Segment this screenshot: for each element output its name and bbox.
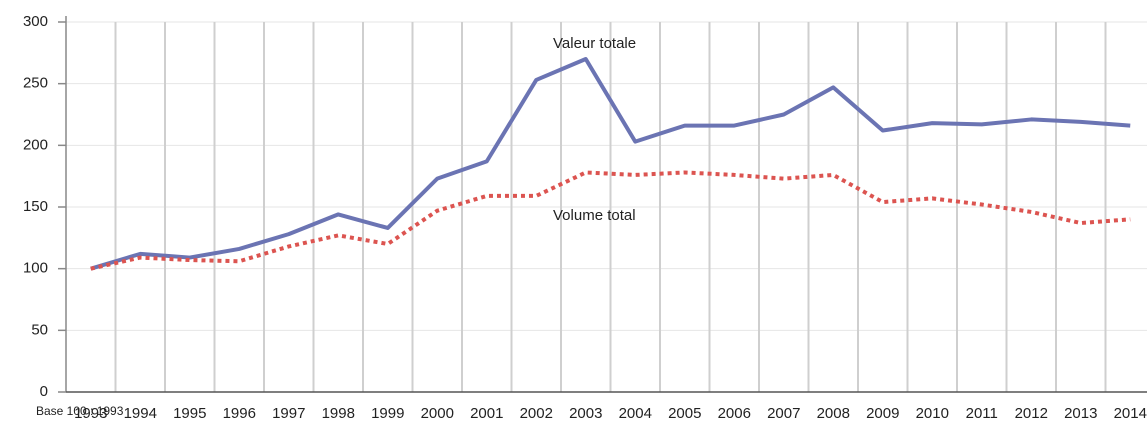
base-note: Base 100 : 1993: [36, 404, 124, 418]
y-tick-label: 50: [31, 321, 48, 338]
x-tick-label: 2006: [718, 405, 751, 422]
x-tick-label: 1996: [223, 405, 256, 422]
x-tick-label: 1993: [74, 405, 107, 422]
y-tick-label: 250: [23, 75, 48, 92]
y-tick-label: 0: [40, 383, 48, 400]
y-tick-label: 150: [23, 198, 48, 215]
y-tick-label: 200: [23, 136, 48, 153]
series-label: Valeur totale: [553, 35, 636, 52]
x-tick-label: 1995: [173, 405, 206, 422]
x-tick-label: 2014: [1114, 405, 1147, 422]
x-tick-label: 2010: [916, 405, 949, 422]
x-tick-label: 2008: [817, 405, 850, 422]
x-tick-label: 2007: [767, 405, 800, 422]
x-tick-label: 2004: [619, 405, 652, 422]
line-series: [90, 57, 1131, 271]
y-tick-label: 300: [23, 13, 48, 30]
x-tick-label: 2002: [520, 405, 553, 422]
x-tick-label: 1998: [322, 405, 355, 422]
x-tick-label: 2005: [668, 405, 701, 422]
x-tick-label: 1999: [371, 405, 404, 422]
x-tick-label: 2009: [866, 405, 899, 422]
x-tick-label: 2001: [470, 405, 503, 422]
x-tick-label: 2003: [569, 405, 602, 422]
line-series: [90, 170, 1131, 271]
x-tick-label: 1997: [272, 405, 305, 422]
y-tick-label: 100: [23, 260, 48, 277]
x-tick-label: 2013: [1064, 405, 1097, 422]
x-tick-label: 2011: [966, 405, 998, 422]
x-tick-label: 2012: [1015, 405, 1048, 422]
x-tick-label: 2000: [421, 405, 454, 422]
x-tick-label: 1994: [124, 405, 157, 422]
series-label: Volume total: [553, 207, 636, 224]
